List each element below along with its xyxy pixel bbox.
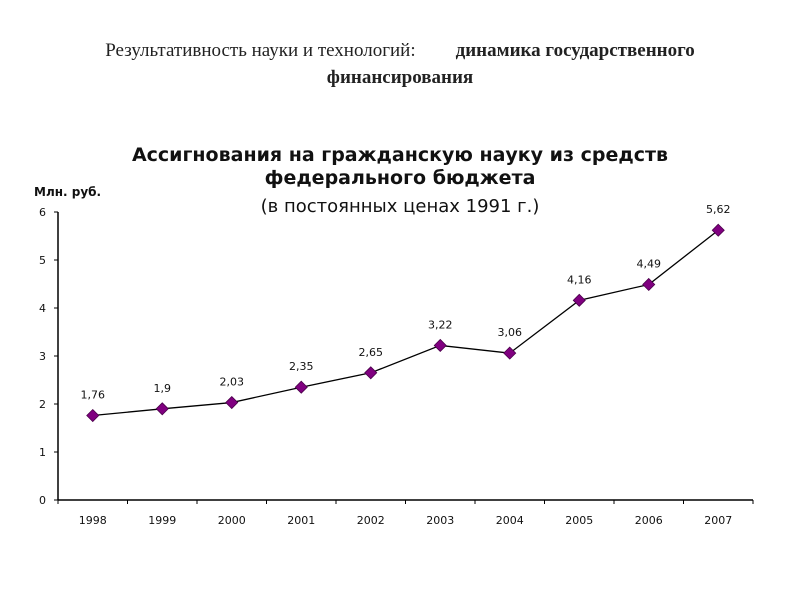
x-tick-label: 2003	[426, 514, 454, 527]
data-point-marker	[433, 338, 447, 353]
data-label: 2,03	[220, 376, 245, 389]
data-label: 3,22	[428, 318, 453, 331]
chart-subtitle: (в постоянных ценах 1991 г.)	[260, 196, 540, 217]
x-tick-label: 2004	[496, 514, 524, 527]
data-point-marker	[294, 380, 308, 394]
y-tick-label: 0	[39, 494, 46, 507]
data-label: 1,76	[81, 389, 106, 402]
x-tick-label: 1999	[148, 514, 176, 527]
data-label: 3,06	[498, 326, 523, 339]
y-tick-label: 2	[39, 398, 46, 411]
y-tick-label: 5	[39, 254, 46, 267]
data-label: 5,62	[706, 203, 731, 216]
data-point-marker	[155, 402, 169, 416]
data-point-marker	[364, 366, 378, 380]
chart-title-line1: Ассигнования на гражданскую науку из сре…	[131, 144, 669, 166]
data-label: 4,16	[567, 273, 592, 286]
series-line	[92, 229, 719, 417]
y-tick-label: 3	[39, 350, 46, 363]
x-tick-label: 2006	[635, 514, 663, 527]
x-tick-label: 2005	[565, 514, 593, 527]
x-tick-label: 2001	[287, 514, 315, 527]
y-axis-label: Млн. руб.	[34, 185, 101, 199]
x-tick-label: 2007	[704, 514, 732, 527]
data-point-marker	[86, 408, 100, 423]
y-tick-label: 6	[39, 206, 46, 219]
data-label: 4,49	[637, 257, 662, 270]
data-point-marker	[711, 223, 725, 237]
data-point-marker	[503, 346, 517, 360]
x-tick-label: 2002	[357, 514, 385, 527]
data-label: 2,65	[359, 346, 384, 359]
slide-header: Результативность науки и технологий: дина…	[0, 40, 800, 62]
y-tick-label: 1	[39, 446, 46, 459]
x-tick-label: 2000	[218, 514, 246, 527]
data-point-marker	[642, 277, 656, 292]
y-tick-label: 4	[39, 302, 46, 315]
data-point-marker	[225, 395, 239, 410]
data-label: 1,9	[154, 382, 172, 395]
data-point-marker	[572, 293, 586, 307]
data-label: 2,35	[289, 360, 314, 373]
header-regular: Результативность науки и технологий:	[105, 40, 416, 61]
x-tick-label: 1998	[79, 514, 107, 527]
header-line2: финансирования	[326, 67, 474, 88]
chart-title-line2: федерального бюджета	[264, 167, 536, 189]
header-bold: динамика государственного	[455, 40, 695, 61]
